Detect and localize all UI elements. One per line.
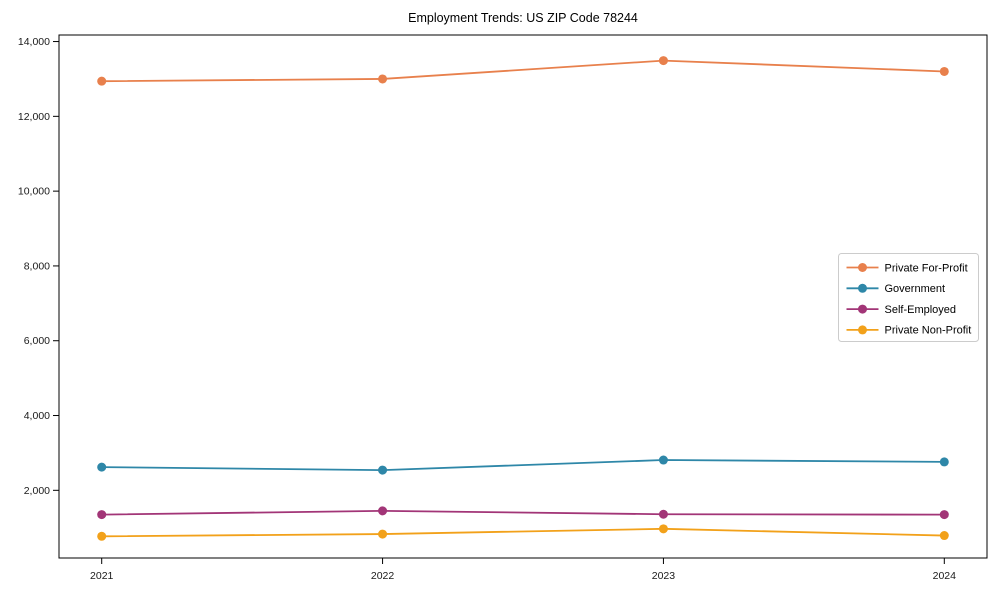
data-point: [939, 457, 949, 467]
x-tick-label: 2022: [371, 570, 395, 582]
data-point: [658, 455, 668, 465]
data-point: [658, 56, 668, 66]
data-point: [97, 462, 107, 472]
data-point: [378, 74, 388, 84]
legend-marker: [858, 263, 867, 272]
data-point: [658, 524, 668, 534]
series-line-private-for-profit: [100, 59, 946, 83]
legend-label: Self-Employed: [885, 304, 957, 316]
data-point: [939, 66, 949, 76]
legend-marker: [858, 304, 867, 314]
legend-box: [838, 253, 979, 342]
data-point: [97, 510, 107, 520]
y-tick-label: 14,000: [18, 36, 50, 48]
data-point: [378, 465, 388, 475]
data-point: [378, 529, 388, 539]
y-tick-label: 10,000: [18, 186, 50, 198]
plot-area-border: [58, 34, 988, 559]
legend-label: Private For-Profit: [885, 262, 968, 274]
y-tick-label: 12,000: [18, 111, 50, 123]
y-tick-label: 2,000: [24, 485, 50, 497]
x-tick-label: 2021: [90, 570, 114, 582]
x-tick-label: 2023: [652, 570, 676, 582]
y-tick-label: 6,000: [24, 335, 50, 347]
series-line-self-employed: [100, 509, 946, 516]
legend-marker: [858, 325, 867, 335]
data-point: [939, 510, 949, 520]
y-tick-label: 4,000: [24, 410, 50, 422]
data-point: [97, 531, 107, 541]
legend-label: Private Non-Profit: [885, 325, 972, 337]
data-point: [378, 506, 388, 516]
series-line-government: [100, 459, 946, 472]
series-line-private-non-profit: [100, 527, 946, 538]
y-tick-label: 8,000: [24, 260, 50, 272]
legend-marker: [858, 283, 867, 293]
data-point: [939, 531, 949, 541]
x-tick-label: 2024: [933, 570, 957, 582]
data-point: [97, 76, 107, 86]
data-point: [658, 509, 668, 519]
legend-label: Government: [885, 283, 946, 295]
